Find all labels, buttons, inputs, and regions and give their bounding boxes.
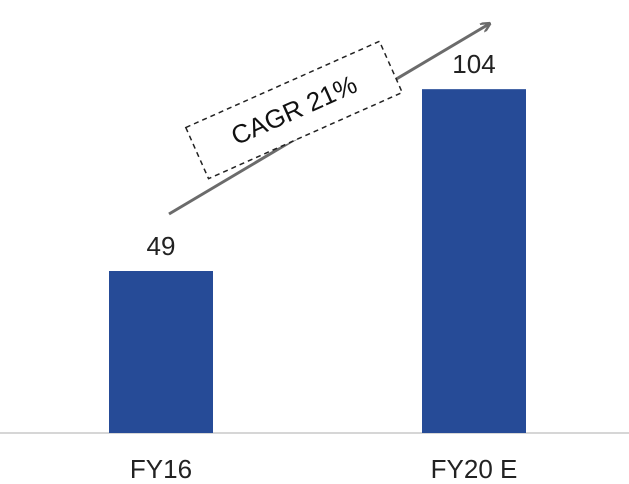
bar-fy16 [109,271,213,433]
category-label-fy20-e: FY20 E [431,454,518,484]
category-label-fy16: FY16 [130,454,192,484]
bars-layer: 49 FY16 104 FY20 E [109,49,526,484]
cagr-callout: CAGR 21% [184,40,404,180]
bar-fy20-e [422,89,526,433]
data-label-fy20-e: 104 [452,49,495,79]
cagr-callout-box [184,40,404,180]
data-label-fy16: 49 [147,231,176,261]
